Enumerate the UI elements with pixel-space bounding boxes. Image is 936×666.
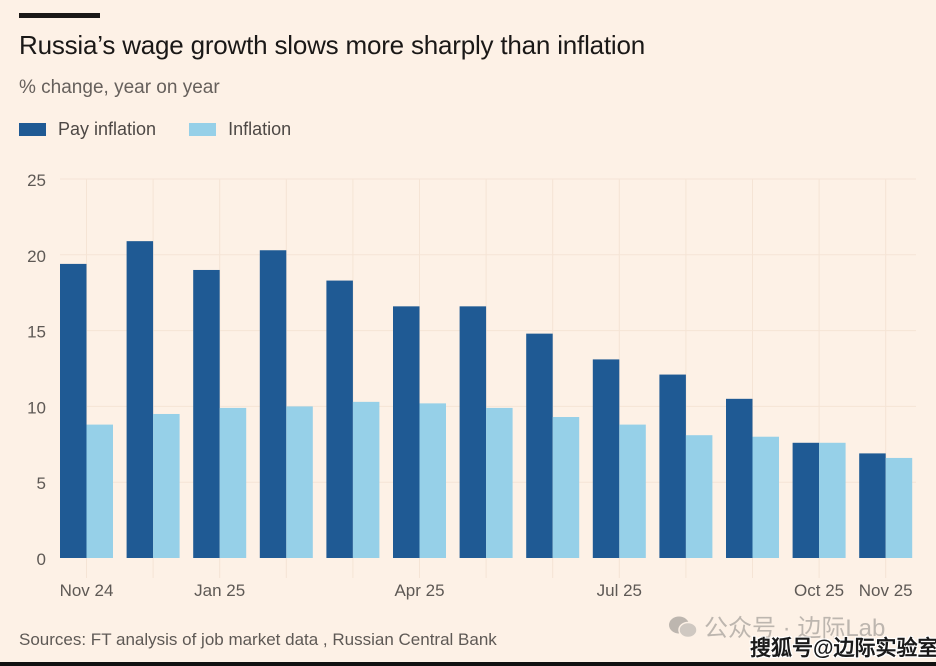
bar-inflation (352, 401, 380, 558)
bar-pay-inflation (792, 442, 820, 558)
wechat-watermark: 公众号 · 边际Lab (668, 608, 885, 643)
bar-inflation (419, 403, 446, 558)
bar-inflation (153, 413, 180, 558)
legend-swatch-inflation (189, 123, 217, 136)
bar-inflation (486, 407, 513, 558)
bar-pay-inflation (526, 333, 553, 558)
legend: Pay inflation Inflation (19, 119, 324, 140)
chart-title: Russia’s wage growth slows more sharply … (19, 30, 646, 60)
legend-item-pay-inflation: Pay inflation (19, 119, 156, 140)
bar-pay-inflation (859, 453, 886, 558)
source-note: Sources: FT analysis of job market data … (19, 630, 497, 649)
x-tick-label: Nov 25 (859, 581, 913, 600)
bottom-border (0, 662, 936, 666)
bar-inflation (619, 424, 646, 558)
bar-chart: 0 5 10 15 20 25 Nov 24 Jan 25 Apr 25 Jul 25 Oct 25… (27, 171, 916, 600)
bar-pay-inflation (659, 374, 686, 558)
bar-pay-inflation (126, 241, 154, 558)
chart-subtitle: % change, year on year (19, 77, 220, 98)
wechat-icon (668, 615, 698, 638)
bar-pay-inflation (459, 306, 487, 558)
x-tick-label: Jul 25 (597, 581, 642, 600)
bar-pay-inflation (193, 269, 220, 558)
bar-inflation (286, 406, 313, 558)
bar-inflation (219, 407, 247, 558)
bar-pay-inflation (393, 306, 420, 558)
x-tick-label: Nov 24 (60, 581, 114, 600)
y-tick-label: 5 (37, 474, 46, 493)
x-tick-label: Jan 25 (194, 581, 245, 600)
bar-inflation (819, 442, 846, 558)
x-tick-label: Oct 25 (794, 581, 844, 600)
bar-inflation (86, 424, 113, 558)
y-tick-label: 0 (37, 550, 46, 569)
legend-item-inflation: Inflation (189, 119, 291, 140)
sohu-watermark: 搜狐号@边际实验室 (750, 637, 936, 660)
y-tick-label: 10 (27, 398, 46, 417)
y-tick-label: 25 (27, 171, 46, 190)
bar-pay-inflation (592, 359, 620, 558)
ft-header-bar (19, 13, 100, 18)
legend-swatch-pay-inflation (19, 123, 46, 136)
bar-pay-inflation (259, 250, 287, 558)
bar-pay-inflation (726, 398, 753, 558)
bar-pay-inflation (60, 263, 87, 558)
bar-inflation (885, 457, 913, 558)
x-tick-label: Apr 25 (394, 581, 444, 600)
wechat-watermark-text: 公众号 · 边际Lab (704, 615, 886, 642)
y-tick-label: 20 (27, 247, 46, 266)
legend-label: Inflation (228, 119, 292, 139)
bar-inflation (552, 417, 580, 558)
bar-inflation (685, 435, 713, 558)
y-tick-label: 15 (27, 323, 46, 342)
bar-inflation (752, 436, 779, 558)
legend-label: Pay inflation (58, 119, 157, 139)
bar-pay-inflation (326, 280, 353, 558)
